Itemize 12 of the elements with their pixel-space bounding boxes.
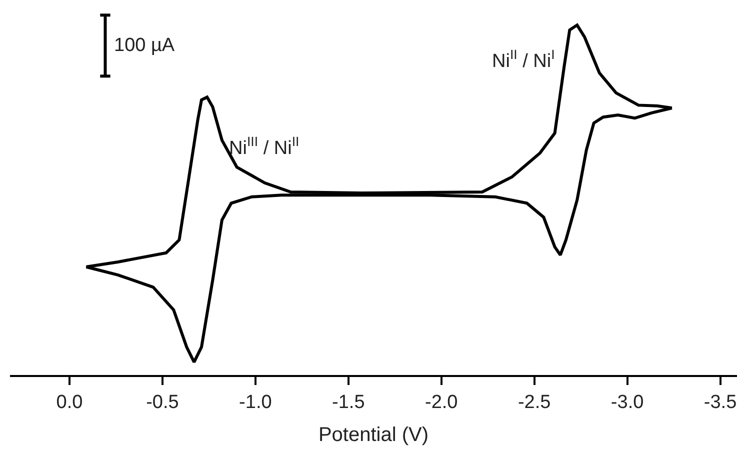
- x-axis-title: Potential (V): [318, 424, 429, 446]
- x-tick-label: -2.0: [424, 392, 458, 413]
- x-tick-label: 0.0: [56, 392, 83, 413]
- x-tick-label: -1.0: [239, 392, 272, 413]
- x-tick-label: -3.5: [704, 392, 737, 413]
- x-tick-label: -0.5: [146, 392, 179, 413]
- x-tick-label: -1.5: [332, 392, 365, 413]
- x-tick-label: -2.5: [518, 392, 551, 413]
- x-tick-label: -3.0: [610, 392, 644, 413]
- annotation: 100 µA: [114, 35, 175, 56]
- annotation: Ni$^{II}$ / Ni$^{I}$: [492, 47, 555, 72]
- annotation: Ni$^{III}$ / Ni$^{II}$: [229, 134, 300, 159]
